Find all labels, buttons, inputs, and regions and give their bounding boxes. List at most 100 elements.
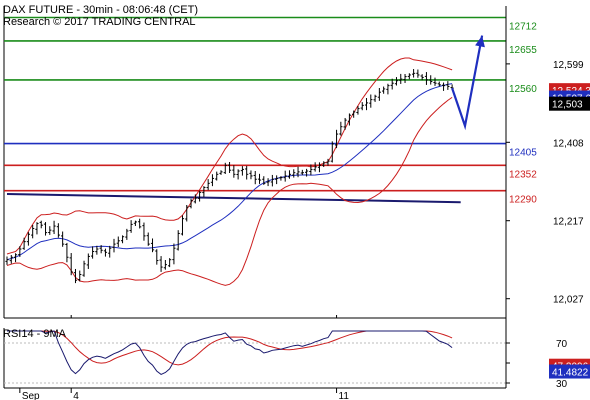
price-bar [43,222,48,236]
price-bar [262,176,266,185]
date-axis-label: 4 [73,391,79,400]
level-label-12352: 12352 [509,169,537,180]
price-bar [56,223,60,238]
price-bar [305,168,309,177]
price-bar [73,268,78,284]
level-label-12655: 12655 [509,45,537,56]
price-bar [125,228,129,240]
price-bar [48,226,52,235]
price-bar [343,117,347,130]
value-tag-box [549,96,590,111]
price-bar [176,230,180,251]
price-bar [249,170,253,180]
price-bar [360,102,364,111]
price-bar [180,215,185,236]
price-bar [322,161,326,168]
price-bar [69,253,73,276]
price-bar [266,178,270,187]
price-bar [215,171,219,181]
chart-header-research: Research © 2017 TRADING CENTRAL [3,16,196,28]
price-bar [446,81,450,90]
price-bar [138,218,142,229]
rsi-value-tag-box [549,364,590,379]
price-axis-label: 12,217 [553,217,584,228]
price-bar [394,77,399,86]
price-bar [330,141,334,163]
price-bar [210,174,215,187]
price-bar [296,166,300,178]
price-bar [35,222,39,235]
price-bar [26,232,30,246]
price-bar [420,74,424,81]
price-bar [202,186,206,197]
price-bar [437,81,441,87]
rsi-axis-label: 70 [556,339,568,350]
price-axis-label: 12,027 [553,295,584,306]
price-bar [399,73,403,84]
price-bar [82,260,86,277]
rsi-value-tag-label: 41.4822 [552,368,589,379]
price-bar [309,164,313,176]
price-bar [390,78,394,90]
price-bar [287,170,292,179]
price-bar [416,69,420,78]
price-bar [185,204,189,222]
trendline [6,193,461,204]
value-tag-label: 12,503 [552,100,583,111]
price-bar [146,232,150,246]
level-label-12712: 12712 [509,21,537,32]
level-label-12405: 12405 [509,148,537,159]
price-bar [279,176,283,181]
price-bar [275,175,279,185]
rsi-axis-label: 30 [556,379,568,390]
price-axis-label: 12,599 [553,60,584,71]
price-bar [39,220,43,229]
price-bar [95,245,99,255]
price-bar [356,105,360,115]
price-bar [424,72,429,85]
price-bar [313,162,317,172]
price-bar [377,88,381,101]
price-bar [18,246,22,257]
price-bar [283,170,287,182]
price-bar [116,236,120,248]
price-bar [227,162,232,173]
price-bar [189,198,193,209]
price-bar [129,220,133,233]
price-bar [223,162,227,174]
bollinger-upper-band [6,57,453,255]
price-bar [9,255,13,264]
price-bar [245,165,249,180]
level-label-12560: 12560 [509,84,537,95]
price-bar [317,162,322,173]
price-bar [142,222,146,241]
price-bar [253,170,257,185]
price-bar [433,77,437,86]
price-bar [386,83,390,95]
rsi-panel-title: RSI14 - 9MA [3,328,67,340]
price-bar [193,194,197,204]
price-bar [99,245,103,254]
price-bar [412,69,416,78]
price-bar [364,98,369,111]
moving-average-line [6,83,453,261]
price-bar [347,113,351,126]
price-bar [382,86,386,94]
projection-arrow-head-icon [475,35,485,48]
price-bar [334,129,339,149]
price-bar [172,243,176,265]
price-axis-label: 12,408 [553,138,584,149]
price-bar [352,110,356,118]
price-bar [91,246,95,259]
price-bar [13,253,18,263]
rsi-line [7,330,453,375]
price-bar [155,249,159,265]
price-bar [168,258,172,268]
price-bar [441,82,446,91]
price-bar [52,220,56,235]
price-bar [369,94,373,108]
price-bar [133,220,137,226]
price-bar [112,238,116,253]
price-bar [22,237,26,250]
